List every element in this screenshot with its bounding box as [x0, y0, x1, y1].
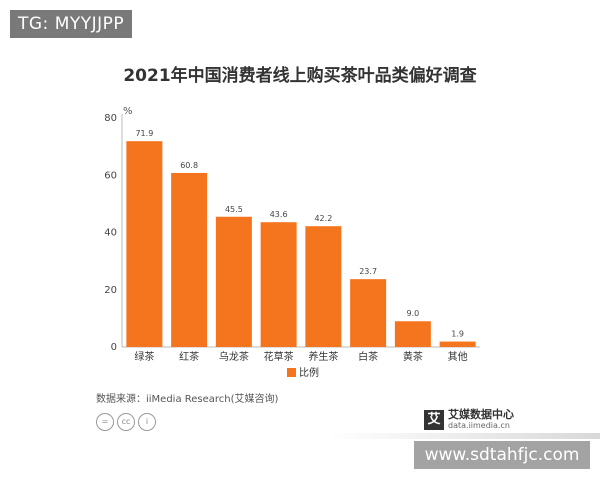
bar — [126, 141, 163, 347]
y-tick-label: 60 — [104, 170, 117, 181]
attribution-icon: i — [138, 413, 156, 431]
license-icons: = cc i — [96, 413, 156, 431]
y-tick-label: 80 — [104, 113, 117, 124]
legend: 比例 — [287, 366, 319, 379]
y-axis-unit: % — [123, 106, 133, 117]
category-label: 其他 — [448, 350, 468, 363]
bar-value-label: 60.8 — [180, 161, 198, 170]
y-tick-label: 40 — [104, 228, 117, 239]
category-label: 红茶 — [179, 350, 199, 363]
footer-band — [330, 433, 600, 439]
source-note: 数据来源：iiMedia Research(艾媒咨询) — [96, 394, 279, 405]
bar — [171, 172, 208, 347]
bar — [215, 216, 252, 347]
brand-mark-icon: 艾 — [424, 409, 444, 430]
bar-value-label: 23.7 — [359, 267, 377, 276]
category-label: 养生茶 — [308, 350, 338, 363]
top-left-watermark: TG: MYYJJPP — [10, 10, 133, 38]
bar-value-label: 1.9 — [451, 330, 464, 339]
legend-label: 比例 — [299, 366, 319, 379]
category-label: 白茶 — [358, 350, 378, 363]
noderivs-icon: = — [96, 413, 114, 431]
category-label: 乌龙茶 — [219, 350, 249, 363]
category-label: 花草茶 — [264, 350, 294, 363]
legend-swatch — [287, 368, 296, 377]
bar — [260, 222, 297, 347]
y-tick-label: 20 — [104, 285, 117, 296]
category-label: 绿茶 — [134, 350, 154, 363]
brand-name: 艾媒数据中心 — [448, 408, 514, 421]
bottom-right-watermark: www.sdtahfjc.com — [414, 441, 590, 469]
brand-logo: 艾 艾媒数据中心 data.iimedia.cn — [424, 409, 514, 430]
category-label: 黄茶 — [403, 350, 423, 363]
chart-title: 2021年中国消费者线上购买茶叶品类偏好调查 — [123, 65, 477, 86]
bar-value-label: 42.2 — [314, 214, 332, 223]
creative-commons-icon: cc — [117, 413, 135, 431]
bar-value-label: 9.0 — [407, 309, 420, 318]
bar — [439, 341, 476, 347]
bar — [394, 321, 431, 347]
bar — [305, 226, 342, 347]
bar — [350, 279, 387, 347]
bar-value-label: 45.5 — [225, 205, 243, 214]
bars: 71.9 绿茶 60.8 红茶 45.5 乌龙茶 43.6 花草茶 42.2 养生茶 23.7 白茶 9… — [126, 129, 476, 363]
bar-value-label: 43.6 — [270, 210, 288, 219]
y-tick-label: 0 — [111, 342, 117, 353]
bar-value-label: 71.9 — [135, 129, 153, 138]
brand-url: data.iimedia.cn — [448, 421, 510, 430]
